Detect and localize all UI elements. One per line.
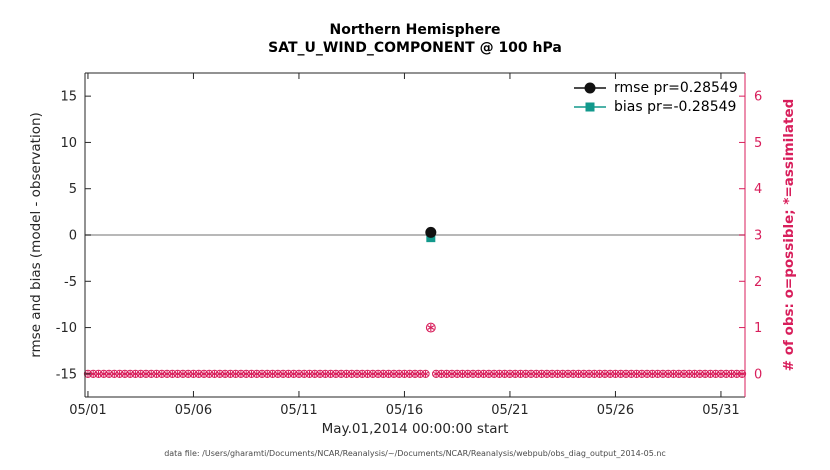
left-y-tick-label: 0 (69, 229, 77, 244)
x-tick-label: 05/01 (69, 403, 106, 418)
right-y-tick-label: 0 (754, 367, 762, 382)
left-y-tick-label: 5 (69, 182, 77, 197)
right-y-tick-label: 1 (754, 321, 762, 336)
right-y-tick-label: 3 (754, 229, 762, 244)
chart-titles: Northern Hemisphere SAT_U_WIND_COMPONENT… (0, 21, 830, 57)
right-axis-label: # of obs: o=possible; *=assimilated (781, 98, 797, 372)
chart-title: Northern Hemisphere (329, 22, 501, 38)
right-y-tick-label: 2 (754, 275, 762, 290)
x-axis-label: May.01,2014 00:00:00 start (321, 421, 509, 437)
right-y-tick-label: 6 (754, 90, 762, 105)
x-tick-label: 05/31 (702, 403, 739, 418)
legend-label-rmse: rmse pr=0.28549 (614, 80, 738, 96)
obs-event-marker (425, 322, 436, 333)
legend-item-bias: bias pr=-0.28549 (572, 99, 738, 115)
x-tick-label: 05/06 (175, 403, 212, 418)
rmse-data-point (425, 226, 437, 238)
x-tick-label: 05/16 (386, 403, 423, 418)
legend: rmse pr=0.28549 bias pr=-0.28549 (572, 80, 738, 115)
data-file-caption: data file: /Users/gharamti/Documents/NCA… (164, 449, 666, 458)
bias-marker-icon (574, 102, 606, 112)
left-axis-label: rmse and bias (model - observation) (28, 112, 44, 358)
x-tick-label: 05/21 (491, 403, 528, 418)
legend-label-bias: bias pr=-0.28549 (614, 99, 737, 115)
legend-item-rmse: rmse pr=0.28549 (572, 80, 738, 96)
chart-subtitle: SAT_U_WIND_COMPONENT @ 100 hPa (268, 40, 562, 56)
left-y-tick-label: -5 (64, 275, 77, 290)
left-y-tick-label: -15 (56, 367, 77, 382)
rmse-marker-icon (574, 82, 606, 94)
x-tick-label: 05/11 (280, 403, 317, 418)
obs-zero-count-row (83, 369, 747, 378)
left-y-tick-label: 15 (60, 90, 77, 105)
x-tick-label: 05/26 (597, 403, 634, 418)
left-y-tick-label: 10 (60, 136, 77, 151)
right-y-tick-label: 4 (754, 182, 762, 197)
right-y-tick-label: 5 (754, 136, 762, 151)
left-y-tick-label: -10 (56, 321, 77, 336)
